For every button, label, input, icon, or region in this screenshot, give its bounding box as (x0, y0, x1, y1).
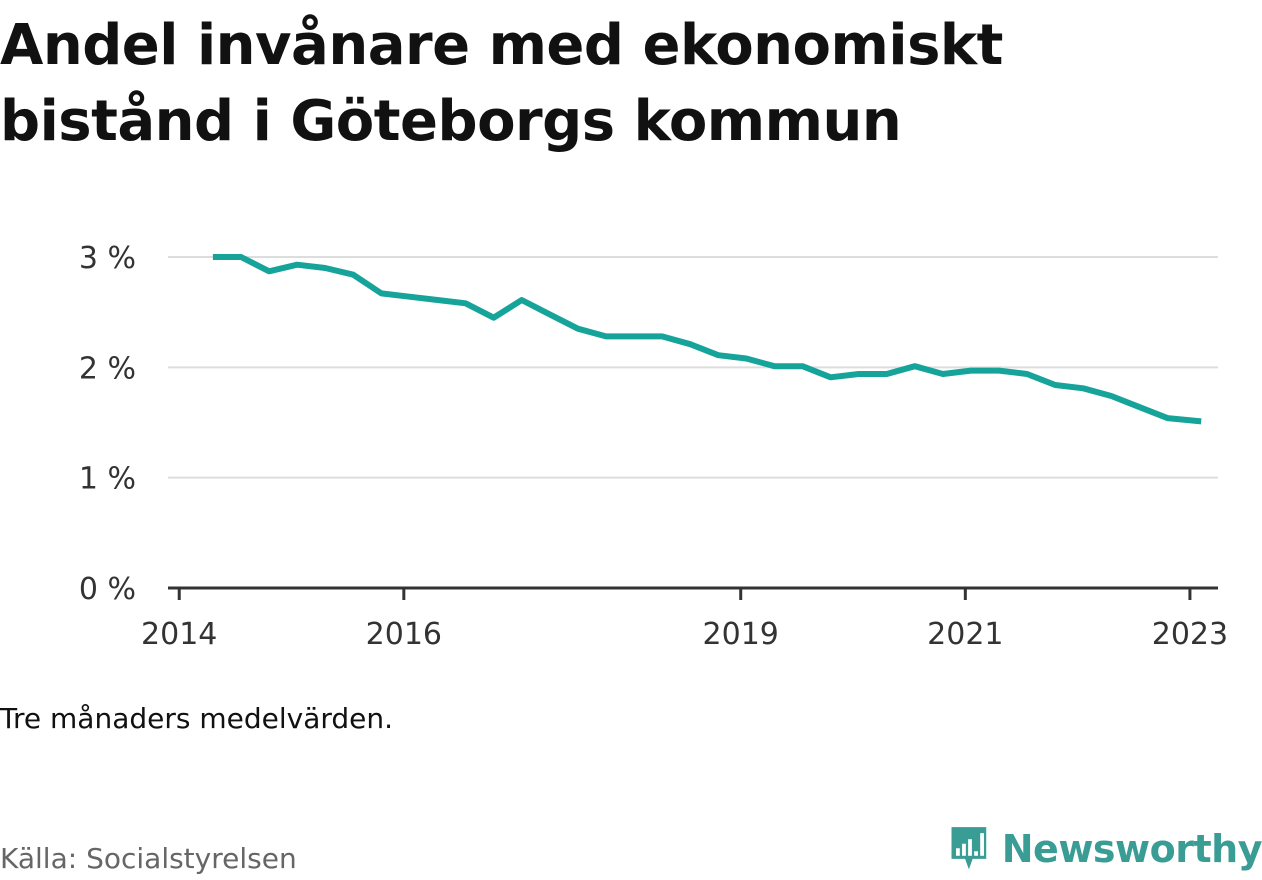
x-axis (168, 586, 1218, 600)
x-tick-label: 2014 (141, 617, 217, 652)
series-layer (212, 254, 1202, 425)
x-tick-label: 2016 (366, 617, 442, 652)
y-tick-label: 0 % (79, 572, 136, 607)
x-tick-label: 2019 (703, 617, 779, 652)
x-tick-label: 2021 (927, 617, 1003, 652)
line-chart: 0 % 1 % 2 % 3 % 2014 2016 2019 2021 2023 (79, 241, 1228, 652)
y-tick-label: 3 % (79, 241, 136, 276)
source-text: Källa: Socialstyrelsen (0, 842, 297, 875)
y-tick-label: 2 % (79, 351, 136, 386)
tick-labels: 0 % 1 % 2 % 3 % 2014 2016 2019 2021 2023 (79, 241, 1228, 652)
y-tick-label: 1 % (79, 462, 136, 497)
newsworthy-logo-icon (951, 827, 987, 870)
brand-name: Newsworthy (1001, 827, 1262, 871)
brand-logo: Newsworthy (950, 818, 1262, 880)
series-line (212, 254, 1202, 425)
chart-title: Andel invånare med ekonomiskt bistånd i … (0, 13, 1003, 154)
x-tick-label: 2023 (1152, 617, 1228, 652)
chart-note: Tre månaders medelvärden. (0, 702, 394, 735)
gridlines (168, 256, 1218, 479)
